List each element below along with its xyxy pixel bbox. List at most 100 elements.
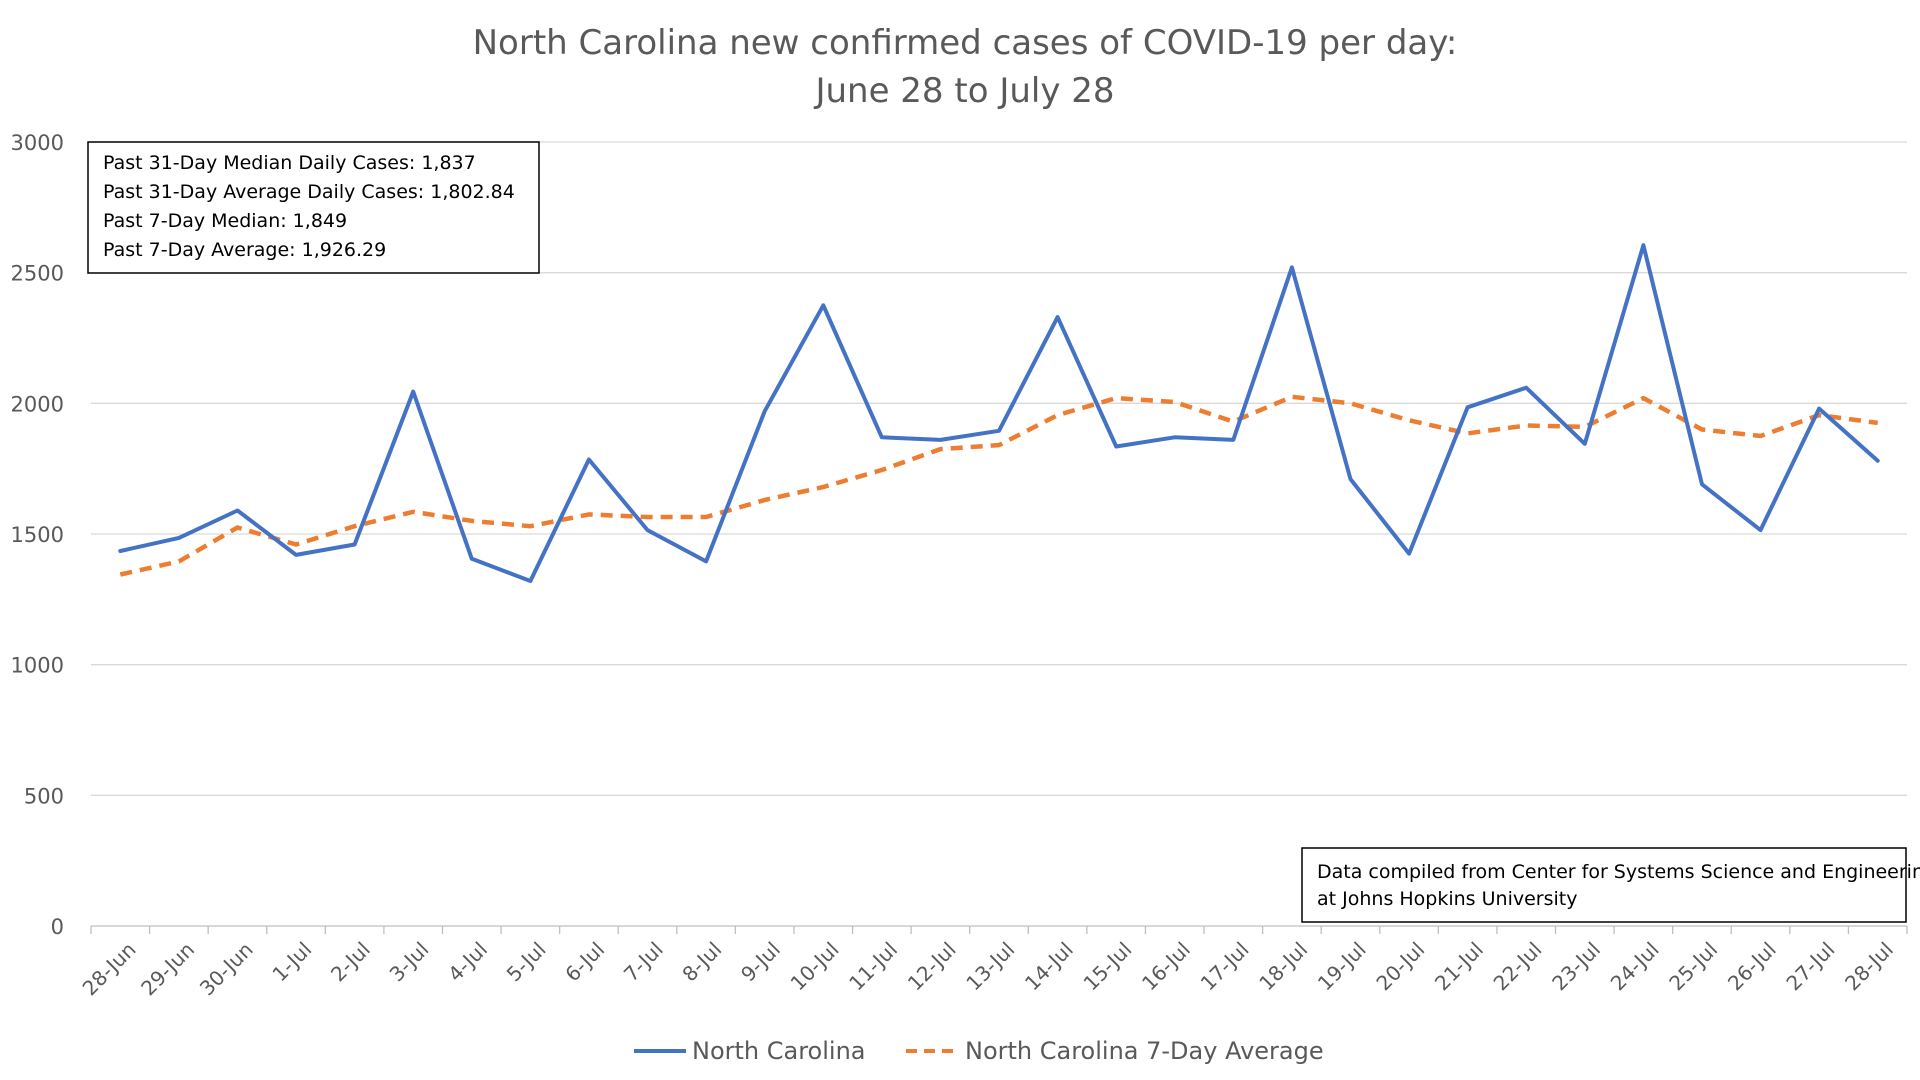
x-tick-label: 17-Jul [1196,937,1254,995]
x-tick-label: 4-Jul [443,937,492,986]
stats-line-1: Past 31-Day Median Daily Cases: 1,837 [103,152,476,174]
avg-point-9-Jul [763,498,767,502]
x-tick-label: 27-Jul [1781,937,1839,995]
avg-point-17-Jul [1231,420,1235,424]
nc-point-17-Jul [1231,438,1235,442]
avg-point-15-Jul [1114,396,1118,400]
nc-point-13-Jul [997,429,1001,433]
avg-point-16-Jul [1173,400,1177,404]
nc-point-22-Jul [1524,386,1528,390]
avg-point-11-Jul [880,468,884,472]
nc-point-26-Jul [1759,528,1763,532]
avg-point-10-Jul [821,485,825,489]
x-tick-label: 20-Jul [1371,937,1429,995]
y-tick-label: 2000 [11,392,64,416]
x-tick-label: 30-Jun [195,937,258,1000]
x-tick-label: 3-Jul [385,937,434,986]
nc-point-20-Jul [1407,552,1411,556]
avg-point-26-Jul [1759,434,1763,438]
x-tick-label: 25-Jul [1664,937,1722,995]
avg-point-25-Jul [1700,427,1704,431]
x-tick-label: 7-Jul [619,937,668,986]
nc-point-16-Jul [1173,435,1177,439]
nc-point-30-Jun [235,508,239,512]
y-tick-label: 2500 [11,262,64,286]
nc-point-3-Jul [411,390,415,394]
nc-point-8-Jul [704,559,708,563]
y-tick-label: 1000 [11,654,64,678]
x-tick-label: 15-Jul [1079,937,1137,995]
nc-point-7-Jul [646,528,650,532]
x-tick-label: 28-Jun [78,937,141,1000]
nc-point-15-Jul [1114,444,1118,448]
y-tick-label: 500 [24,784,64,808]
nc-point-27-Jul [1817,407,1821,411]
y-tick-label: 3000 [11,131,64,155]
avg-point-28-Jul [1876,421,1880,425]
avg-point-24-Jul [1641,396,1645,400]
stats-box: Past 31-Day Median Daily Cases: 1,837 Pa… [87,141,540,274]
nc-point-18-Jul [1290,265,1294,269]
avg-point-30-Jun [235,525,239,529]
x-tick-label: 19-Jul [1313,937,1371,995]
source-box-frame [1301,847,1907,923]
avg-point-20-Jul [1407,418,1411,422]
legend: North Carolina North Carolina 7-Day Aver… [634,1037,1324,1065]
avg-point-6-Jul [587,512,591,516]
x-tick-label: 26-Jul [1723,937,1781,995]
series-line-7-day-average [119,394,1878,577]
series-layer [118,243,1880,583]
avg-point-28-Jun [118,573,122,577]
avg-point-23-Jul [1583,425,1587,429]
avg-point-14-Jul [1056,413,1060,417]
x-tick-label: 12-Jul [903,937,961,995]
nc-point-25-Jul [1700,482,1704,486]
series-line-north-carolina [118,243,1880,583]
nc-point-24-Jul [1641,243,1645,247]
source-line-1: Data compiled from Center for Systems Sc… [1317,861,1920,883]
avg-point-19-Jul [1348,401,1352,405]
avg-point-8-Jul [704,515,708,519]
avg-point-3-Jul [411,510,415,514]
x-tick-label: 11-Jul [844,937,902,995]
legend-label-7-day-average: North Carolina 7-Day Average [965,1037,1324,1065]
avg-point-22-Jul [1524,424,1528,428]
avg-point-29-Jun [177,559,181,563]
x-tick-label: 1-Jul [267,937,316,986]
nc-point-23-Jul [1583,442,1587,446]
avg-point-1-Jul [294,542,298,546]
stats-box-frame [87,141,540,274]
nc-point-12-Jul [938,438,942,442]
x-tick-label: 10-Jul [786,937,844,995]
nc-point-19-Jul [1348,477,1352,481]
x-tick-label: 2-Jul [326,937,375,986]
nc-point-29-Jun [177,536,181,540]
stats-line-4: Past 7-Day Average: 1,926.29 [103,239,386,261]
x-tick-label: 13-Jul [961,937,1019,995]
x-tick-label: 22-Jul [1489,937,1547,995]
nc-point-5-Jul [528,579,532,583]
x-tick-label: 28-Jul [1840,937,1898,995]
nc-point-9-Jul [763,409,767,413]
x-tick-label: 18-Jul [1254,937,1312,995]
chart-subtitle: June 28 to July 28 [813,71,1114,111]
nc-point-28-Jul [1876,459,1880,463]
y-tick-label: 1500 [11,523,64,547]
avg-point-4-Jul [470,519,474,523]
nc-point-11-Jul [880,435,884,439]
avg-point-7-Jul [646,515,650,519]
x-tick-label: 14-Jul [1020,937,1078,995]
x-tick-label: 21-Jul [1430,937,1488,995]
source-line-2: at Johns Hopkins University [1317,888,1577,910]
x-tick-label: 9-Jul [736,937,785,986]
source-box: Data compiled from Center for Systems Sc… [1301,847,1920,923]
avg-point-5-Jul [528,524,532,528]
x-tick-label: 29-Jun [136,937,199,1000]
stats-line-2: Past 31-Day Average Daily Cases: 1,802.8… [103,181,515,203]
avg-point-18-Jul [1290,395,1294,399]
stats-line-3: Past 7-Day Median: 1,849 [103,210,347,232]
nc-point-10-Jul [821,303,825,307]
nc-point-21-Jul [1466,405,1470,409]
y-axis-ticks: 0 500 1000 1500 2000 2500 3000 [11,131,64,939]
